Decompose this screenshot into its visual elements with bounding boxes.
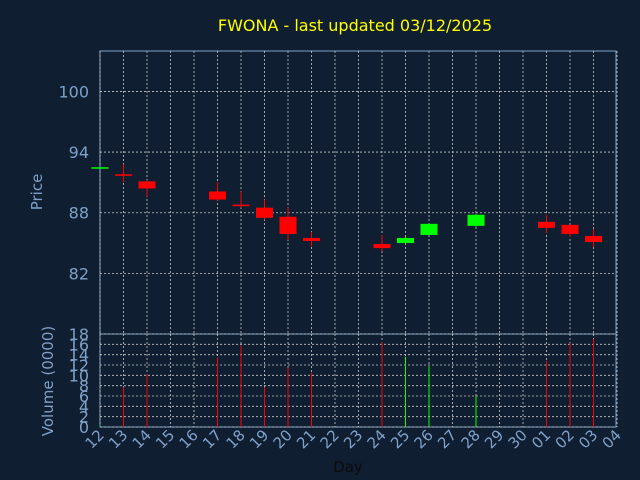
price-tick-label: 94 <box>69 143 89 162</box>
volume-plot-frame <box>99 333 617 428</box>
volume-tick-label: 10 <box>69 366 89 385</box>
candle-body <box>91 167 109 169</box>
price-panel: 82 88 94 100 <box>58 50 618 335</box>
day-tick-label: 03 <box>575 426 601 452</box>
price-tick-label: 82 <box>69 264 89 283</box>
day-tick-label: 27 <box>434 426 460 452</box>
day-tick-label: 25 <box>387 426 413 452</box>
candle-body <box>232 204 250 207</box>
day-axis-label: Day <box>333 458 363 476</box>
volume-axis-label: Volume (0000) <box>39 326 57 436</box>
candle-body <box>373 244 391 249</box>
candle-body <box>397 237 414 244</box>
price-tick-label: 88 <box>69 204 89 223</box>
volume-tick-label: 0 <box>79 418 89 437</box>
day-tick-label: 21 <box>293 426 319 452</box>
volume-tick-label: 14 <box>69 346 89 365</box>
price-axis-label: Price <box>28 174 46 211</box>
day-tick-label: 18 <box>223 426 249 452</box>
volume-tick-label: 18 <box>69 325 89 344</box>
day-tick-label: 17 <box>199 426 225 452</box>
day-tick-label: 16 <box>176 426 202 452</box>
candle-body <box>585 235 602 243</box>
candle-body <box>538 221 555 228</box>
day-tick-label: 13 <box>105 426 131 452</box>
volume-tick-label: 12 <box>69 356 89 375</box>
day-tick-label: 15 <box>152 426 178 452</box>
volume-tick-label: 8 <box>79 377 89 396</box>
day-tick-label: 28 <box>458 426 484 452</box>
day-tick-label: 20 <box>270 426 296 452</box>
day-tick-label: 26 <box>411 426 437 452</box>
day-tick-label: 19 <box>246 426 272 452</box>
day-tick-label: 30 <box>505 426 531 452</box>
volume-tick-label: 4 <box>79 397 89 416</box>
day-tick-label: 22 <box>317 426 343 452</box>
candle-body <box>420 223 438 235</box>
day-tick-label: 24 <box>364 426 390 452</box>
day-tick-label: 23 <box>340 426 366 452</box>
volume-panel: 1213141516171819202122232425262728293001… <box>69 325 625 452</box>
volume-tick-label: 16 <box>69 335 89 354</box>
candle-body <box>138 181 156 189</box>
day-tick-label: 02 <box>552 426 578 452</box>
day-tick-label: 29 <box>481 426 507 452</box>
day-tick-label: 04 <box>599 426 625 452</box>
price-plot-frame <box>99 50 617 335</box>
volume-tick-label: 6 <box>79 387 89 406</box>
candle-body <box>467 214 485 226</box>
candle-body <box>303 237 320 242</box>
candle-body <box>561 224 579 234</box>
volume-tick-label: 2 <box>79 408 89 427</box>
candle-body <box>115 174 132 176</box>
price-tick-label: 100 <box>58 82 89 101</box>
chart-title: FWONA - last updated 03/12/2025 <box>218 16 492 35</box>
day-tick-label: 14 <box>129 426 155 452</box>
candle-body <box>209 191 226 200</box>
candle-body <box>279 216 297 234</box>
candle-body <box>256 207 273 218</box>
day-tick-label: 01 <box>528 426 554 452</box>
